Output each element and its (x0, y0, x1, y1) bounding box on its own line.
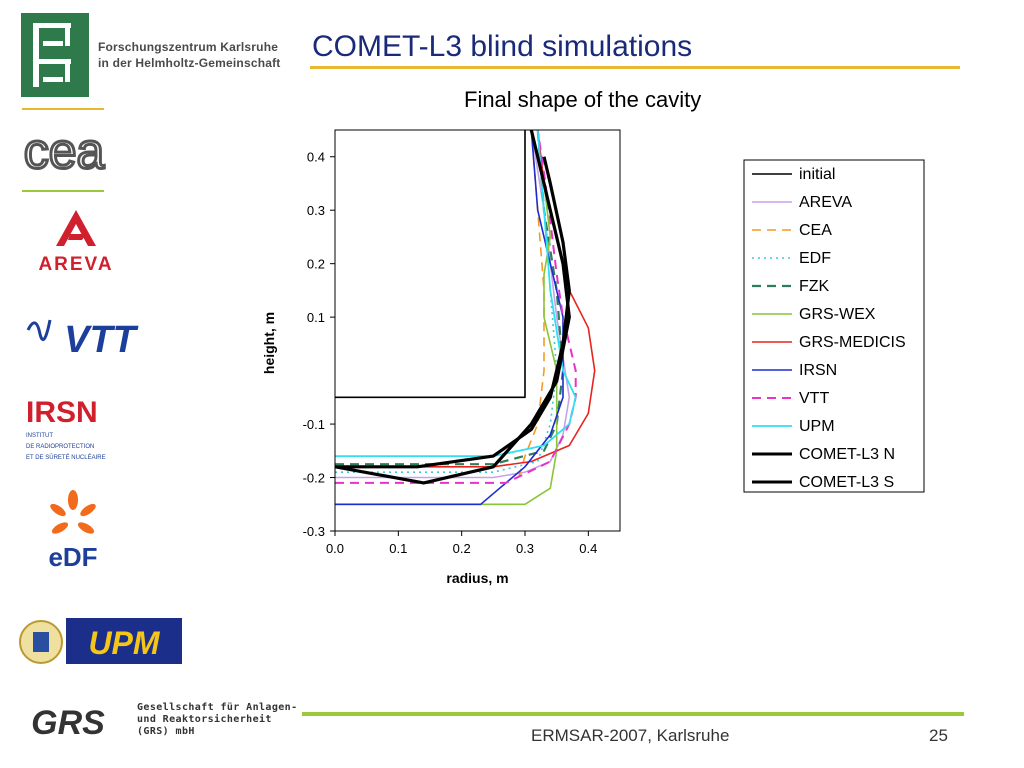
cea-logo-text: cea (24, 130, 105, 174)
irsn-logo: IRSN INSTITUT DE RADIOPROTECTION ET DE S… (26, 392, 136, 464)
cavity-shape-chart: 0.0 0.1 0.2 0.3 0.4-0.3-0.2-0.10.10.20.30.4 … (261, 129, 925, 586)
y-tick-label: -0.3 (303, 524, 325, 539)
logo-separator (22, 108, 104, 110)
vtt-logo: VTT (22, 310, 148, 361)
edf-logo-text: eDF (48, 542, 97, 570)
chart-title: Final shape of the cavity (464, 87, 702, 112)
legend-label: GRS-MEDICIS (799, 334, 906, 351)
series-line-irsn (335, 130, 564, 506)
series-line-edf (335, 130, 558, 474)
title-underline (310, 66, 960, 69)
y-tick-label: 0.4 (307, 150, 325, 165)
footer-conference: ERMSAR-2007, Karlsruhe (531, 726, 730, 745)
footer-rule (302, 712, 964, 716)
legend-label: EDF (799, 250, 831, 267)
legend-label: initial (799, 166, 835, 183)
legend-label: FZK (799, 278, 830, 295)
x-tick-label: 0.2 (453, 541, 471, 556)
irsn-sub2: DE RADIOPROTECTION (26, 444, 94, 450)
series-line-fzk (335, 130, 565, 466)
legend-label: COMET-L3 N (799, 446, 895, 463)
areva-logo: AREVA (24, 208, 130, 275)
y-tick-label: 0.1 (307, 310, 325, 325)
page-number: 25 (929, 726, 948, 745)
x-axis-label: radius, m (446, 570, 508, 586)
fzk-logo (21, 13, 89, 97)
areva-logo-text: AREVA (38, 254, 113, 274)
x-tick-label: 0.0 (326, 541, 344, 556)
edf-logo: eDF (38, 486, 108, 572)
grs-logo: GRS (20, 702, 116, 742)
cea-logo: cea (22, 122, 106, 181)
page-title: COMET-L3 blind simulations (312, 30, 693, 63)
series-line-initial (335, 130, 526, 399)
legend-label: COMET-L3 S (799, 474, 894, 491)
legend-label: CEA (799, 222, 832, 239)
series-line-upm (335, 130, 577, 458)
irsn-sub1: INSTITUT (26, 433, 53, 439)
grs-name-line3: (GRS) mbH (137, 726, 195, 737)
fzk-name-line1: Forschungszentrum Karlsruhe (98, 40, 279, 54)
irsn-sub3: ET DE SÛRETÉ NUCLÉAIRE (26, 454, 106, 461)
legend-label: UPM (799, 418, 835, 435)
legend-label: AREVA (799, 194, 852, 211)
irsn-logo-text: IRSN (26, 396, 98, 429)
legend-box (743, 159, 925, 493)
logo-separator (22, 190, 104, 192)
x-tick-label: 0.3 (516, 541, 534, 556)
series-line-grs-wex (335, 130, 558, 506)
grs-logo-text: GRS (31, 704, 105, 742)
x-tick-label: 0.1 (389, 541, 407, 556)
grs-name-line1: Gesellschaft für Anlagen- (137, 702, 298, 713)
series-line-comet-l3-s (335, 156, 571, 469)
y-tick-label: 0.2 (307, 257, 325, 272)
y-tick-label: -0.2 (303, 471, 325, 486)
fzk-name-line2: in der Helmholtz-Gemeinschaft (98, 56, 281, 70)
upm-logo-text: UPM (88, 625, 160, 661)
series-line-comet-l3-n (335, 130, 571, 485)
y-axis-label: height, m (261, 312, 277, 374)
x-tick-label: 0.4 (579, 541, 597, 556)
y-tick-label: 0.3 (307, 203, 325, 218)
legend-label: GRS-WEX (799, 306, 876, 323)
legend-label: IRSN (799, 362, 837, 379)
upm-seal (18, 618, 64, 666)
y-tick-label: -0.1 (303, 417, 325, 432)
plot-frame (334, 129, 621, 532)
fzk-logo-mark (33, 23, 71, 87)
legend-label: VTT (799, 390, 829, 407)
vtt-logo-text: VTT (64, 319, 139, 358)
grs-name-line2: und Reaktorsicherheit (137, 714, 272, 725)
upm-logo: UPM (66, 618, 182, 664)
